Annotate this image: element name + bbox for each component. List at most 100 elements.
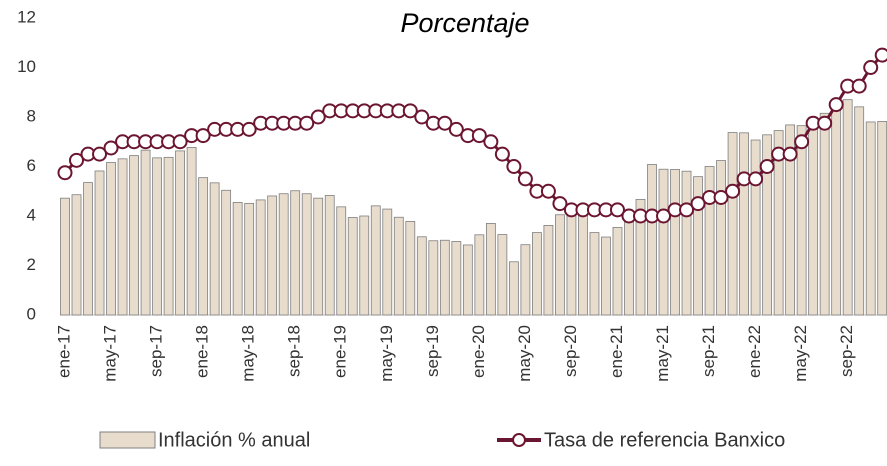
rate-marker: [748, 171, 764, 187]
rate-marker: [241, 121, 257, 137]
rate-marker: [195, 128, 211, 144]
rate-marker: [552, 196, 568, 212]
bar: [255, 199, 266, 316]
rate-marker: [310, 109, 326, 125]
bar: [865, 121, 876, 316]
rate-marker: [471, 128, 487, 144]
bar: [520, 244, 531, 316]
bar: [451, 241, 462, 316]
bar: [543, 225, 554, 316]
x-tick-label: may-19: [377, 325, 396, 382]
bar: [819, 112, 830, 316]
bar: [750, 139, 761, 316]
rate-marker: [448, 121, 464, 137]
rate-marker: [874, 47, 887, 63]
x-tick-label: sep-18: [285, 325, 304, 377]
bar: [566, 215, 577, 316]
bar: [278, 193, 289, 316]
bar: [773, 130, 784, 316]
rate-marker: [828, 97, 844, 113]
rate-marker: [57, 165, 73, 181]
x-tick-label: sep-21: [699, 325, 718, 377]
x-tick-label: may-18: [239, 325, 258, 382]
bar: [94, 170, 105, 316]
rate-marker: [656, 208, 672, 224]
x-tick-label: sep-22: [837, 325, 856, 377]
rate-marker: [713, 189, 729, 205]
rate-marker: [679, 202, 695, 218]
rate-marker: [506, 159, 522, 174]
bar: [624, 221, 634, 316]
rate-marker: [494, 146, 510, 162]
x-tick-label: sep-17: [147, 325, 166, 377]
bar: [462, 244, 473, 316]
rate-marker: [103, 140, 119, 156]
bar: [658, 168, 669, 316]
bar: [842, 99, 853, 316]
rate-marker: [817, 115, 833, 131]
bar: [186, 147, 197, 316]
bar: [635, 199, 646, 316]
bar: [497, 234, 508, 316]
rate-marker: [517, 171, 533, 187]
bar: [578, 213, 588, 316]
y-tick-label: 4: [27, 205, 36, 224]
bar: [428, 240, 439, 316]
bar: [209, 182, 220, 316]
rate-marker: [851, 78, 867, 94]
x-tick-label: ene-17: [54, 325, 73, 378]
bar: [485, 223, 496, 316]
x-tick-label: sep-20: [561, 325, 580, 377]
x-tick-label: ene-18: [193, 325, 212, 378]
bar: [785, 124, 796, 316]
bar: [681, 170, 692, 316]
bar: [532, 232, 542, 316]
bar: [290, 190, 301, 316]
bar: [83, 182, 93, 316]
bar: [716, 160, 726, 316]
bar: [877, 121, 887, 316]
bar: [347, 217, 358, 316]
bar: [416, 236, 427, 316]
bar: [60, 197, 70, 316]
bar: [693, 176, 703, 316]
y-tick-label: 10: [17, 57, 36, 76]
bar: [439, 239, 450, 316]
bar: [359, 215, 370, 316]
bar: [508, 261, 519, 316]
bar: [474, 234, 485, 316]
bar: [589, 232, 600, 316]
y-tick-label: 8: [27, 106, 36, 125]
bar: [808, 116, 819, 316]
bar: [739, 132, 749, 316]
x-tick-label: ene-19: [331, 325, 350, 378]
rate-marker: [69, 152, 85, 168]
x-tick-label: ene-21: [607, 325, 626, 378]
bar: [313, 197, 324, 316]
bar: [796, 125, 807, 316]
bar: [244, 202, 255, 316]
bar: [152, 157, 162, 316]
bar: [129, 155, 139, 316]
bar: [198, 177, 209, 316]
rate-marker: [172, 134, 188, 150]
bar: [762, 134, 773, 316]
legend-swatch-bar: [99, 431, 156, 449]
x-tick-label: may-20: [515, 325, 534, 382]
rate-marker: [299, 115, 315, 131]
bar: [336, 206, 347, 316]
legend-label: Tasa de referencia Banxico: [544, 429, 785, 451]
bar: [370, 205, 381, 316]
rate-marker: [690, 196, 706, 212]
bar: [175, 150, 186, 316]
bar: [163, 156, 174, 316]
bar: [612, 226, 623, 316]
rate-marker: [782, 146, 798, 162]
x-tick-label: sep-19: [423, 325, 442, 377]
legend-swatch-marker: [512, 433, 526, 447]
rate-marker: [402, 103, 418, 119]
y-tick-label: 12: [17, 7, 36, 26]
rate-marker: [414, 109, 430, 125]
bar: [267, 195, 278, 316]
